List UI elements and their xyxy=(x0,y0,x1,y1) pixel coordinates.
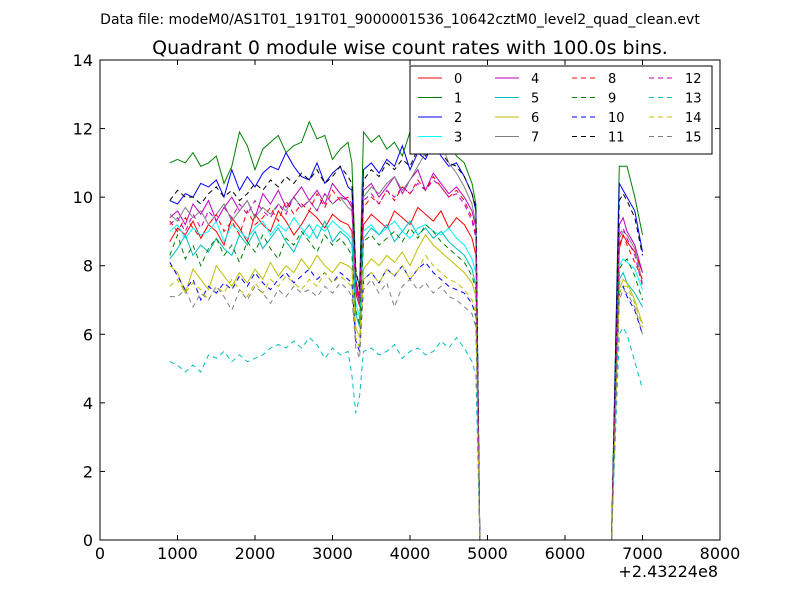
x-tick-label: 0 xyxy=(95,544,105,563)
legend-label-14: 14 xyxy=(685,111,702,126)
legend-label-1: 1 xyxy=(454,92,462,107)
axis-ticks: 0 1000 2000 3000 4000 5000 6000 7000 80000246810… xyxy=(73,51,741,563)
y-tick-label: 14 xyxy=(73,51,93,70)
legend-label-2: 2 xyxy=(454,111,462,126)
x-tick-label: 8000 xyxy=(700,544,741,563)
x-offset-label: +2.43224e8 xyxy=(618,562,718,581)
x-tick-label: 7000 xyxy=(622,544,663,563)
legend-box xyxy=(409,65,713,155)
y-tick-label: 6 xyxy=(83,325,93,344)
series-line-15 xyxy=(169,278,643,541)
x-tick-label: 2000 xyxy=(235,544,276,563)
legend-label-12: 12 xyxy=(685,72,702,87)
legend-label-13: 13 xyxy=(685,92,702,107)
legend-label-11: 11 xyxy=(608,131,625,146)
y-tick-label: 10 xyxy=(73,188,93,207)
series-line-14 xyxy=(169,254,643,541)
x-tick-label: 6000 xyxy=(545,544,586,563)
y-tick-label: 12 xyxy=(73,120,93,139)
x-tick-label: 1000 xyxy=(157,544,198,563)
legend-label-3: 3 xyxy=(454,131,462,146)
x-tick-label: 3000 xyxy=(312,544,353,563)
chart-title: Quadrant 0 module wise count rates with … xyxy=(152,37,668,59)
x-tick-label: 4000 xyxy=(390,544,431,563)
legend-label-15: 15 xyxy=(685,131,702,146)
legend-label-4: 4 xyxy=(531,72,539,87)
y-tick-label: 2 xyxy=(83,462,93,481)
legend-label-9: 9 xyxy=(608,92,616,107)
legend-label-5: 5 xyxy=(531,92,539,107)
y-tick-label: 0 xyxy=(83,531,93,550)
y-tick-label: 8 xyxy=(83,257,93,276)
chart-suptitle: Data file: modeM0/AS1T01_191T01_90000015… xyxy=(100,12,700,28)
legend-label-8: 8 xyxy=(608,72,616,87)
x-tick-label: 5000 xyxy=(467,544,508,563)
y-tick-label: 4 xyxy=(83,394,93,413)
legend-label-10: 10 xyxy=(608,111,625,126)
series-line-9 xyxy=(169,223,643,541)
legend-label-0: 0 xyxy=(454,72,462,87)
legend-label-7: 7 xyxy=(531,131,539,146)
legend-label-6: 6 xyxy=(531,111,539,126)
